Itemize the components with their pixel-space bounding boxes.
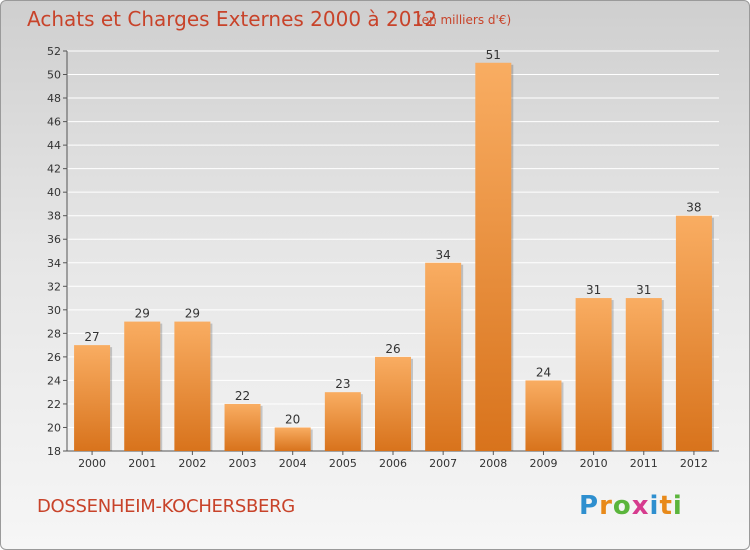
bar-2005 (324, 392, 361, 451)
x-tick-label: 2008 (479, 457, 507, 470)
logo-letter: r (599, 491, 613, 521)
logo-letter: i (649, 491, 660, 521)
y-tick-label: 30 (47, 304, 61, 317)
y-tick-label: 42 (47, 163, 61, 176)
x-tick-label: 2003 (229, 457, 257, 470)
bar-2007 (425, 262, 462, 451)
bar-2011 (625, 298, 662, 451)
y-tick-label: 28 (47, 327, 61, 340)
y-tick-label: 34 (47, 257, 61, 270)
bar-2009 (525, 380, 562, 451)
logo-letter: o (612, 491, 632, 521)
x-tick-label: 2004 (279, 457, 307, 470)
y-tick-label: 32 (47, 280, 61, 293)
bar-value-label: 22 (235, 389, 250, 403)
x-tick-label: 2007 (429, 457, 457, 470)
logo-letter: i (672, 491, 683, 521)
x-tick-label: 2006 (379, 457, 407, 470)
bar-value-label: 34 (436, 248, 451, 262)
bar-value-label: 38 (686, 201, 701, 215)
y-tick-label: 36 (47, 233, 61, 246)
bar-value-label: 29 (185, 307, 200, 321)
logo-letter: x (631, 491, 650, 521)
y-tick-label: 26 (47, 351, 61, 364)
bar-2002 (174, 321, 211, 451)
y-tick-label: 38 (47, 210, 61, 223)
bar-2008 (475, 62, 512, 451)
bar-2004 (274, 427, 311, 451)
x-tick-label: 2009 (529, 457, 557, 470)
chart-title: Achats et Charges Externes 2000 à 2012 (27, 7, 437, 31)
proxiti-logo: Proxiti (579, 491, 683, 521)
bar-value-label: 24 (536, 365, 551, 379)
y-tick-label: 48 (47, 92, 61, 105)
bar-2003 (224, 403, 261, 451)
y-tick-label: 22 (47, 398, 61, 411)
x-tick-label: 2010 (580, 457, 608, 470)
y-tick-label: 44 (47, 139, 61, 152)
y-tick-label: 24 (47, 374, 61, 387)
x-tick-label: 2005 (329, 457, 357, 470)
bar-value-label: 29 (135, 307, 150, 321)
logo-letter: t (659, 491, 673, 521)
bar-2010 (575, 298, 612, 451)
bar-value-label: 23 (335, 377, 350, 391)
bar-value-label: 26 (385, 342, 400, 356)
y-tick-label: 20 (47, 421, 61, 434)
bar-2006 (375, 356, 411, 451)
y-tick-label: 40 (47, 186, 61, 199)
y-tick-label: 18 (47, 445, 61, 458)
bar-value-label: 20 (285, 412, 300, 426)
bar-value-label: 31 (586, 283, 601, 297)
bar-2000 (74, 345, 111, 451)
bar-2012 (675, 215, 712, 451)
bar-value-label: 51 (486, 48, 501, 62)
bar-value-label: 31 (636, 283, 651, 297)
place-name: DOSSENHEIM-KOCHERSBERG (37, 496, 295, 517)
y-tick-label: 46 (47, 116, 61, 129)
x-tick-label: 2002 (178, 457, 206, 470)
chart-subtitle: (en milliers d'€) (417, 13, 512, 27)
x-tick-label: 2011 (630, 457, 658, 470)
y-tick-label: 50 (47, 69, 61, 82)
x-tick-label: 2001 (128, 457, 156, 470)
logo-letter: P (579, 491, 600, 521)
x-tick-label: 2000 (78, 457, 106, 470)
bar-2001 (124, 321, 161, 451)
x-tick-label: 2012 (680, 457, 708, 470)
bar-value-label: 27 (84, 330, 99, 344)
y-tick-label: 52 (47, 45, 61, 58)
